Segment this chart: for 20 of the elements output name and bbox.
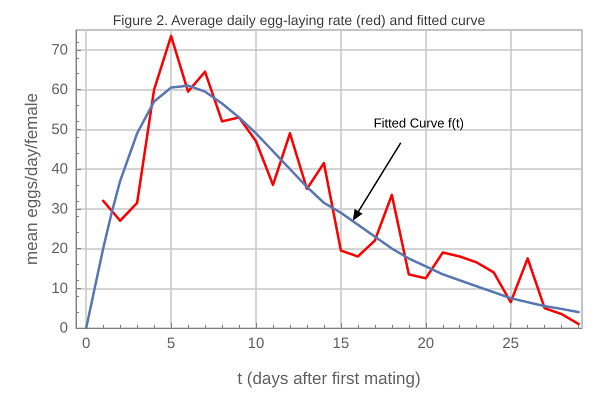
y-tick-label: 10 bbox=[51, 280, 68, 297]
x-tick-label: 5 bbox=[166, 335, 176, 352]
y-tick-label: 20 bbox=[51, 240, 68, 258]
y-tick-label: 30 bbox=[51, 200, 68, 218]
y-tick-label: 70 bbox=[51, 41, 68, 58]
chart-title: Figure 2. Average daily egg-laying rate (red) and fitted curve bbox=[112, 12, 486, 28]
line-series bbox=[102, 34, 580, 326]
y-tick-label: 40 bbox=[51, 160, 68, 178]
y-axis-title: mean eggs/day/female bbox=[22, 93, 41, 265]
y-tick-label: 60 bbox=[51, 81, 68, 98]
annotation: Fitted Curve f(t) bbox=[374, 116, 464, 131]
x-tick-label: 25 bbox=[502, 335, 520, 352]
line-series bbox=[84, 84, 580, 330]
x-tick-label: 0 bbox=[82, 335, 90, 352]
x-tick-label: 20 bbox=[417, 335, 434, 352]
x-tick-label: 10 bbox=[248, 335, 264, 352]
x-axis-title: t (days after first mating) bbox=[237, 369, 421, 388]
y-tick-label: 0 bbox=[60, 320, 68, 336]
x-tick-label: 15 bbox=[332, 335, 350, 352]
y-tick-label: 50 bbox=[51, 120, 68, 138]
